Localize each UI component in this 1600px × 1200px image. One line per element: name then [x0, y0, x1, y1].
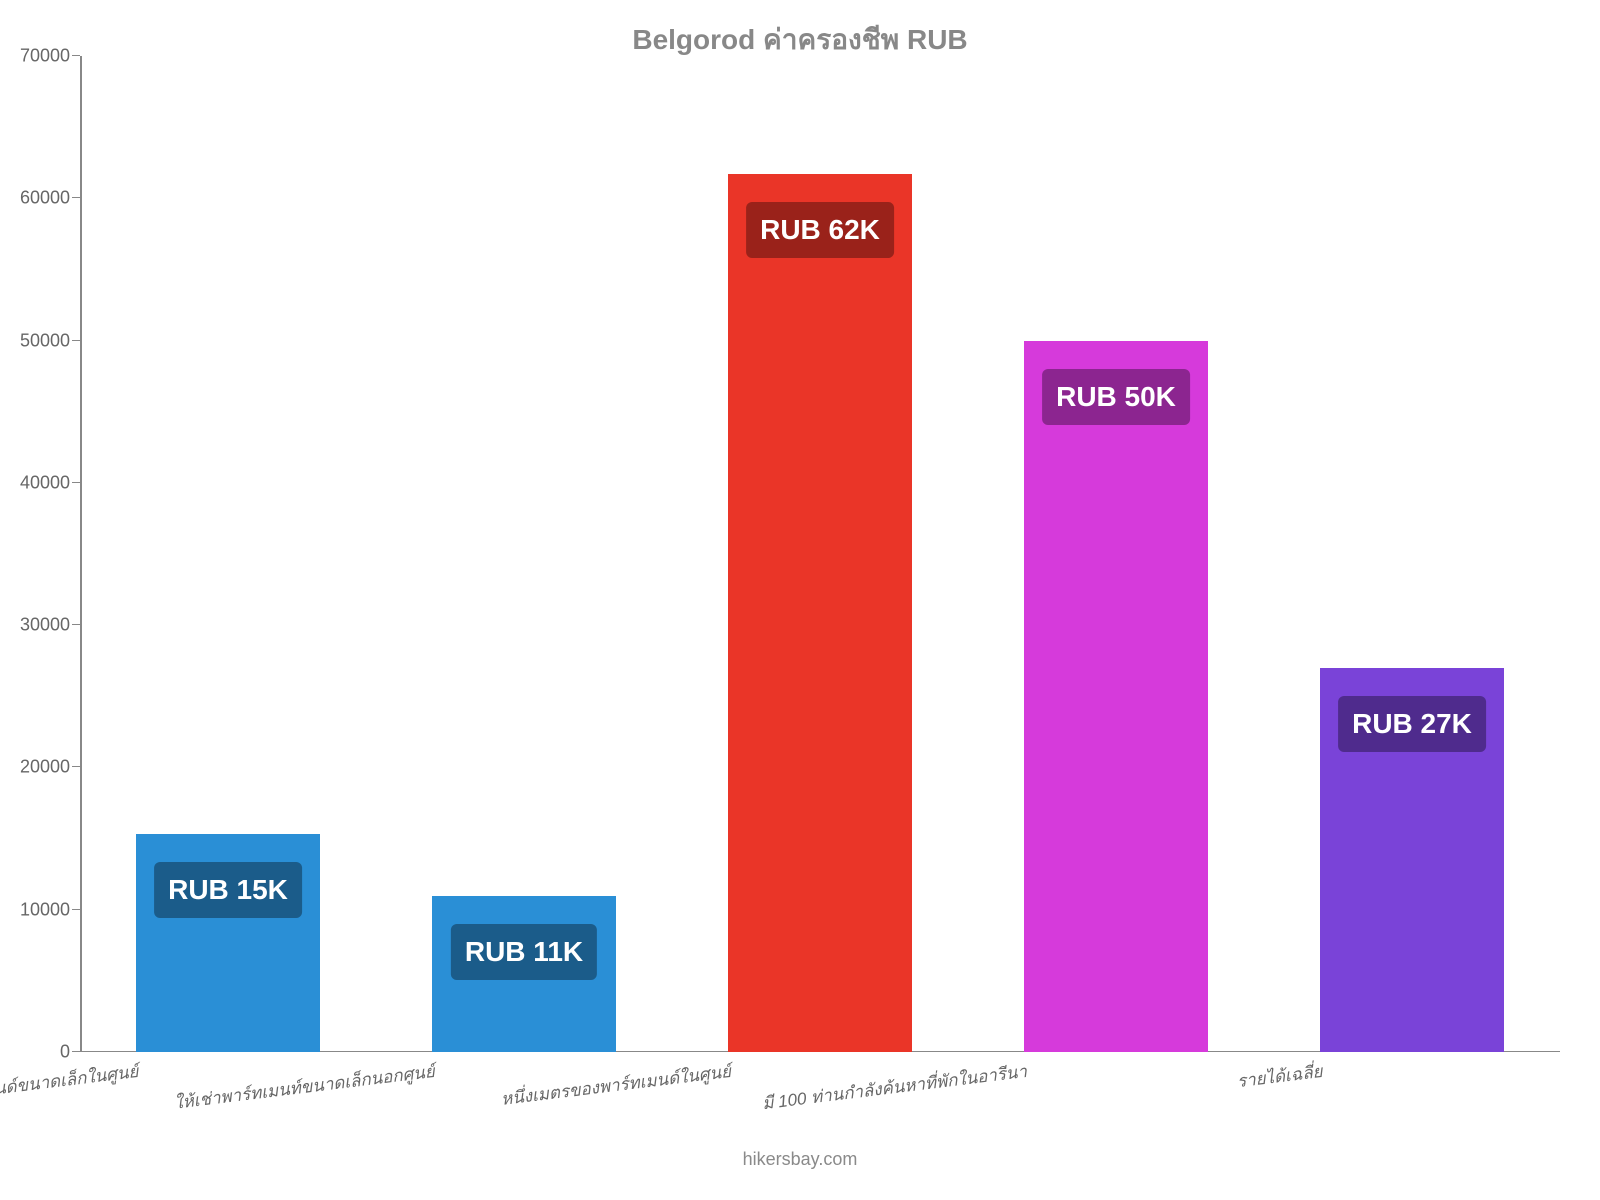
y-tick-mark: [72, 909, 80, 910]
x-tick-label: หนึ่งเมตรของพาร์ทเมนด์ในศูนย์: [498, 1052, 732, 1113]
y-tick-mark: [72, 482, 80, 483]
x-tick-label: มี 100 ท่านกำลังค้นหาที่พักในอารีนา: [760, 1052, 1028, 1117]
y-tick-mark: [72, 55, 80, 56]
y-tick-mark: [72, 340, 80, 341]
bar-value-label: RUB 15K: [154, 862, 302, 918]
plot-area: 010000200003000040000500006000070000RUB …: [80, 56, 1560, 1052]
y-tick-mark: [72, 197, 80, 198]
y-tick-label: 70000: [20, 46, 80, 67]
x-tick-label: รายได้เฉลี่ย: [1235, 1052, 1324, 1095]
bar-value-label: RUB 50K: [1042, 369, 1190, 425]
y-tick-label: 50000: [20, 330, 80, 351]
y-tick-mark: [72, 624, 80, 625]
y-tick-mark: [72, 766, 80, 767]
bar-value-label: RUB 11K: [451, 924, 597, 980]
y-tick-mark: [72, 1051, 80, 1052]
bar-value-label: RUB 62K: [746, 202, 894, 258]
bar: [1024, 341, 1208, 1052]
y-tick-label: 40000: [20, 472, 80, 493]
bar-value-label: RUB 27K: [1338, 696, 1486, 752]
y-tick-label: 10000: [20, 899, 80, 920]
x-tick-label: ให้เช่าพาร์ทเมนด์ขนาดเล็กในศูนย์: [0, 1052, 140, 1115]
chart-footer: hikersbay.com: [743, 1149, 858, 1170]
y-tick-label: 60000: [20, 188, 80, 209]
bar: [728, 174, 912, 1052]
x-tick-label: ให้เช่าพาร์ทเมนท์ขนาดเล็กนอกศูนย์: [172, 1052, 436, 1117]
y-tick-label: 20000: [20, 757, 80, 778]
y-axis-line: [80, 56, 82, 1052]
y-tick-label: 30000: [20, 615, 80, 636]
chart-plot-area: 010000200003000040000500006000070000RUB …: [80, 56, 1560, 1052]
